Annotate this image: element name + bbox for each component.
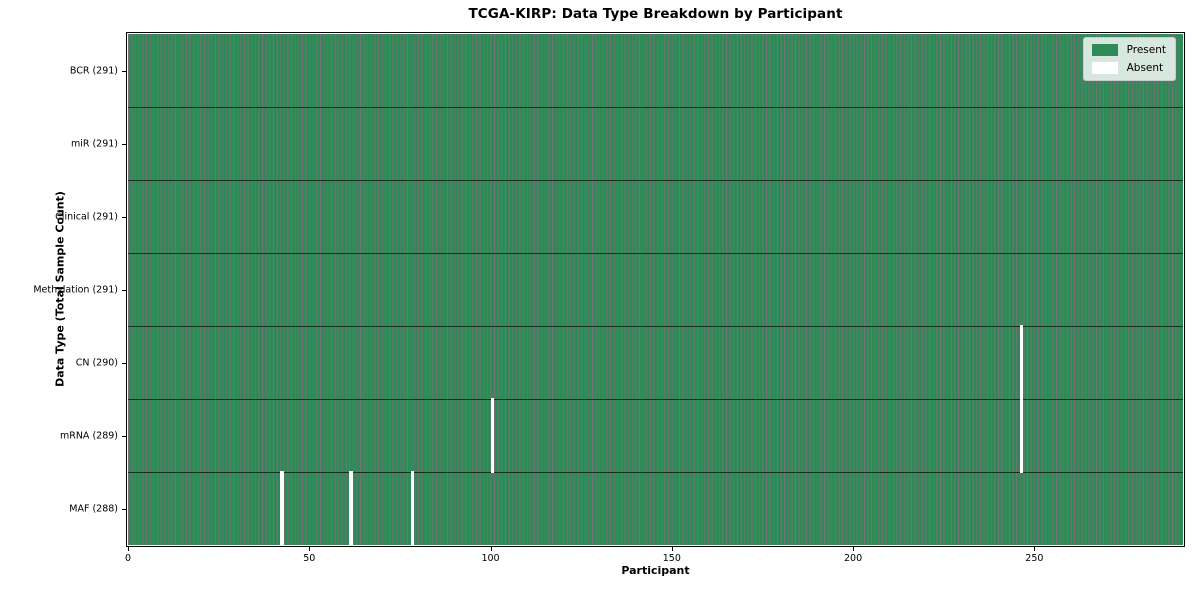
y-tick [122, 435, 126, 437]
x-axis-label: Participant [621, 564, 690, 577]
absent-cell [1019, 398, 1024, 473]
x-tick-label: 150 [662, 553, 681, 564]
row-divider [128, 179, 1183, 181]
legend-label-present: Present [1126, 44, 1166, 56]
y-tick [122, 143, 126, 145]
heatmap-row [128, 326, 1183, 399]
heatmap-row [128, 107, 1183, 180]
y-tick-label: mRNA (289) [59, 430, 118, 441]
heatmap-row [128, 399, 1183, 472]
x-tick [309, 547, 311, 551]
y-tick [122, 289, 126, 291]
heatmap-grid [128, 34, 1183, 545]
legend-label-absent: Absent [1126, 62, 1164, 74]
row-divider [128, 471, 1183, 473]
absent-cell [490, 398, 495, 473]
y-tick [122, 508, 126, 510]
absent-cell [280, 471, 284, 545]
legend-item-present: Present [1091, 44, 1166, 56]
y-tick-label: MAF (288) [69, 503, 118, 514]
y-tick-label: miR (291) [70, 138, 118, 149]
y-tick [122, 362, 126, 364]
heatmap-row [128, 34, 1183, 107]
absent-cell [410, 471, 415, 545]
x-tick [128, 547, 129, 551]
x-tick-label: 200 [844, 553, 863, 564]
x-tick [853, 547, 855, 551]
y-tick-label: Methylation (291) [33, 284, 118, 295]
plot-area: Present Absent 0 50 100 150 200 250 BCR (291)… [33, 32, 1185, 564]
x-axis-ticks: 0 50 100 150 200 250 [124, 545, 1183, 575]
absent-swatch-icon [1091, 62, 1118, 74]
legend-item-absent: Absent [1091, 62, 1166, 74]
x-tick [490, 547, 492, 551]
y-tick-label: BCR (291) [69, 65, 118, 76]
x-tick [1034, 547, 1036, 551]
heatmap-row [128, 253, 1183, 326]
absent-cell [1019, 325, 1024, 400]
x-tick-label: 100 [481, 553, 500, 564]
absent-cell [349, 471, 353, 545]
x-tick-label: 250 [1025, 553, 1044, 564]
x-tick [671, 547, 673, 551]
chart-title: TCGA-KIRP: Data Type Breakdown by Partic… [468, 6, 843, 22]
present-swatch-icon [1091, 44, 1118, 56]
legend: Present Absent [1082, 37, 1176, 81]
heatmap-row [128, 180, 1183, 253]
y-tick-label: Clinical (291) [55, 211, 118, 222]
x-tick-label: 50 [303, 553, 316, 564]
row-divider [128, 252, 1183, 254]
row-divider [128, 106, 1183, 108]
y-tick-label: CN (290) [75, 357, 118, 368]
x-tick-label: 0 [124, 553, 132, 564]
row-divider [128, 325, 1183, 327]
row-divider [128, 398, 1183, 400]
heatmap-row [128, 472, 1183, 545]
y-tick [122, 216, 126, 218]
y-tick [122, 70, 126, 72]
